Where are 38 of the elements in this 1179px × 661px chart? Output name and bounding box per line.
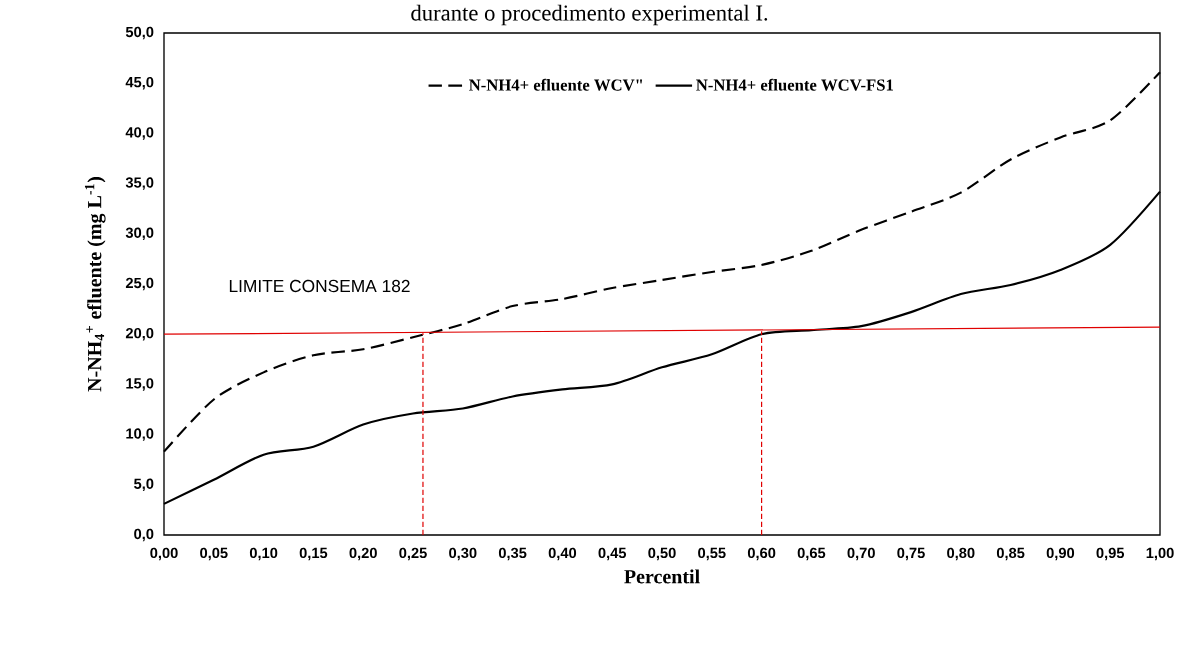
x-tick-label: 0,45 xyxy=(598,547,627,561)
chart-title: durante o procedimento experimental I. xyxy=(411,4,768,26)
x-tick-label: 0,50 xyxy=(648,547,676,561)
x-tick-label: 0,30 xyxy=(449,547,477,561)
x-tick-label: 0,85 xyxy=(996,547,1025,561)
y-tick-label: 0,0 xyxy=(134,528,154,542)
y-tick-label: 5,0 xyxy=(134,478,154,492)
x-tick-label: 0,95 xyxy=(1096,547,1125,561)
x-tick-label: 0,65 xyxy=(797,547,826,561)
y-tick-label: 50,0 xyxy=(125,26,154,40)
x-tick-label: 0,60 xyxy=(747,547,776,561)
y-tick-label: 30,0 xyxy=(125,227,154,241)
x-tick-label: 0,55 xyxy=(698,547,726,561)
y-tick-label: 20,0 xyxy=(125,327,154,341)
y-tick-label: 40,0 xyxy=(125,127,154,140)
x-tick-label: 0,20 xyxy=(349,547,377,561)
x-tick-label: 0,35 xyxy=(498,547,527,561)
y-tick-label: 25,0 xyxy=(125,277,154,291)
y-tick-label: 15,0 xyxy=(126,378,154,391)
y-tick-label: 35,0 xyxy=(125,177,154,190)
x-tick-label: 0,90 xyxy=(1046,547,1075,561)
x-tick-label: 1,00 xyxy=(1146,547,1174,561)
x-axis-title: Percentil xyxy=(624,569,700,584)
x-tick-label: 0,25 xyxy=(399,547,427,561)
legend-label: N-NH4+ efluente WCV-FS1 xyxy=(696,78,893,91)
y-tick-label: 10,0 xyxy=(126,428,154,441)
annotation: LIMITE CONSEMA 182 xyxy=(229,279,410,293)
x-tick-label: 0,80 xyxy=(947,547,975,561)
x-tick-label: 0,00 xyxy=(150,547,178,561)
x-tick-label: 0,75 xyxy=(897,547,925,561)
y-tick-label: 45,0 xyxy=(125,76,154,90)
x-tick-label: 0,05 xyxy=(200,547,228,561)
y-axis-title: N-NH$_{4}$$^{+}$ efluente (mg L$^{-1}$) xyxy=(84,176,106,392)
legend-label: N-NH4+ efluente WCV" xyxy=(469,78,643,91)
x-tick-label: 0,10 xyxy=(249,547,278,561)
x-tick-label: 0,40 xyxy=(548,547,577,561)
x-tick-label: 0,15 xyxy=(299,547,328,561)
x-tick-label: 0,70 xyxy=(847,547,875,561)
